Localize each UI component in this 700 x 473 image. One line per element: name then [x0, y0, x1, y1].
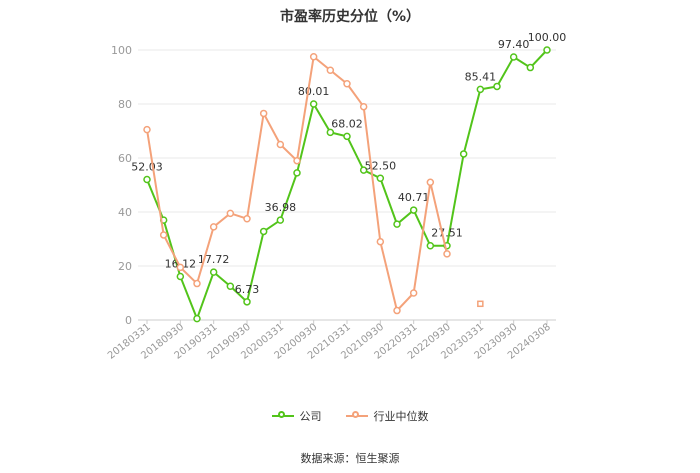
- data-point: [259, 109, 268, 118]
- data-label: 52.03: [131, 161, 163, 174]
- data-point: [243, 298, 251, 306]
- data-point: [409, 289, 418, 297]
- data-point: [193, 279, 201, 288]
- legend-swatch-company: [271, 410, 294, 422]
- data-point: [209, 268, 218, 276]
- line-chart: 0204060801002018033120180930201903312019…: [106, 31, 567, 362]
- data-point: [176, 263, 185, 272]
- data-point: [226, 282, 235, 290]
- data-point: [359, 166, 368, 174]
- data-point: [276, 216, 285, 224]
- data-point: [193, 314, 201, 323]
- data-label: 52.50: [365, 159, 397, 172]
- data-point: [326, 66, 335, 74]
- y-tick-label: 0: [125, 314, 132, 327]
- chart-title: 市盈率历史分位（%）: [279, 9, 421, 25]
- data-point: [309, 53, 318, 61]
- data-point: [526, 63, 535, 72]
- series-line-0: [146, 49, 548, 322]
- data-point: [209, 223, 218, 231]
- data-point: [226, 209, 235, 218]
- data-point: [343, 80, 351, 88]
- data-label: 6.73: [235, 283, 260, 296]
- data-point: [159, 231, 168, 239]
- data-point: [477, 300, 484, 308]
- y-tick-label: 80: [118, 98, 132, 111]
- data-label: 36.98: [265, 201, 297, 214]
- data-point: [309, 100, 318, 108]
- data-point: [376, 174, 385, 182]
- data-point: [476, 85, 485, 94]
- y-tick-label: 60: [118, 152, 132, 165]
- data-label: 80.01: [298, 85, 330, 98]
- data-point: [409, 206, 418, 214]
- data-point: [393, 220, 401, 228]
- data-label: 40.71: [398, 191, 430, 204]
- data-point: [393, 306, 401, 315]
- data-point: [426, 242, 435, 250]
- data-point: [426, 178, 435, 187]
- y-tick-label: 40: [118, 206, 132, 219]
- data-point: [543, 46, 551, 54]
- data-point: [376, 237, 385, 246]
- data-point: [326, 128, 335, 137]
- legend: 公司 行业中位数: [0, 408, 700, 424]
- legend-item-industry-median[interactable]: 行业中位数: [345, 408, 429, 424]
- data-point: [443, 250, 451, 258]
- data-label: 68.02: [331, 117, 363, 130]
- data-point: [259, 227, 268, 236]
- data-point: [459, 150, 468, 158]
- data-label: 100.00: [528, 31, 567, 44]
- legend-item-company[interactable]: 公司: [271, 408, 322, 424]
- data-point: [359, 102, 368, 111]
- data-point: [143, 125, 151, 134]
- data-point: [343, 132, 351, 141]
- legend-label-industry-median: 行业中位数: [373, 410, 429, 423]
- legend-label-company: 公司: [299, 410, 322, 423]
- data-point: [493, 82, 501, 91]
- data-point: [293, 156, 301, 165]
- data-label: 85.41: [465, 70, 497, 83]
- data-point: [243, 215, 251, 223]
- data-point: [143, 175, 151, 184]
- y-tick-label: 100: [111, 44, 132, 57]
- data-label: 97.40: [498, 38, 530, 51]
- data-point: [276, 140, 285, 149]
- data-point: [176, 272, 185, 281]
- data-point: [509, 53, 518, 61]
- data-label: 27.51: [431, 227, 463, 240]
- legend-swatch-industry-median: [345, 410, 368, 422]
- data-source-note: 数据来源：恒生聚源: [300, 452, 400, 465]
- data-point: [293, 169, 301, 177]
- y-tick-label: 20: [118, 260, 132, 273]
